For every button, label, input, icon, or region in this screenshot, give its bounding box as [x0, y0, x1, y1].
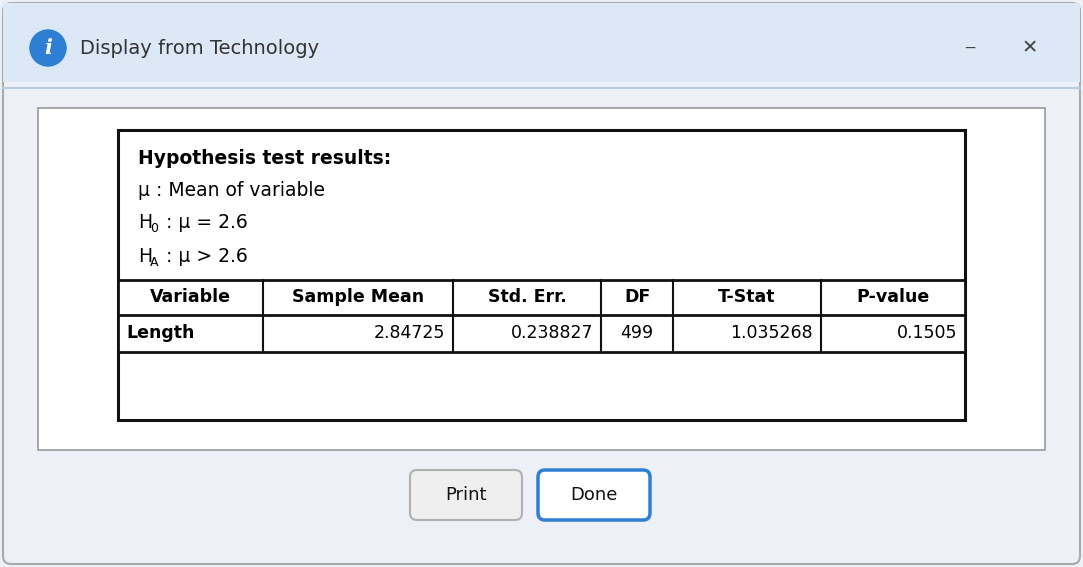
- Text: : μ = 2.6: : μ = 2.6: [160, 213, 248, 231]
- Text: Variable: Variable: [151, 289, 231, 307]
- FancyBboxPatch shape: [3, 3, 1080, 82]
- Bar: [3, 3, 1080, 82]
- Text: μ : Mean of variable: μ : Mean of variable: [138, 181, 325, 201]
- Text: 499: 499: [621, 324, 653, 342]
- Text: H: H: [138, 247, 152, 265]
- Text: ─: ─: [965, 40, 975, 56]
- Text: i: i: [44, 38, 52, 58]
- Text: 0: 0: [151, 222, 158, 235]
- FancyBboxPatch shape: [118, 130, 965, 420]
- Text: Hypothesis test results:: Hypothesis test results:: [138, 149, 391, 167]
- FancyBboxPatch shape: [410, 470, 522, 520]
- Text: DF: DF: [624, 289, 650, 307]
- Text: 0.1505: 0.1505: [897, 324, 957, 342]
- Circle shape: [30, 30, 66, 66]
- Text: Std. Err.: Std. Err.: [487, 289, 566, 307]
- FancyBboxPatch shape: [3, 3, 1080, 564]
- Text: Sample Mean: Sample Mean: [292, 289, 425, 307]
- Text: Display from Technology: Display from Technology: [80, 39, 319, 57]
- Text: 1.035268: 1.035268: [730, 324, 813, 342]
- Text: ✕: ✕: [1022, 39, 1039, 57]
- Text: H: H: [138, 213, 152, 231]
- FancyBboxPatch shape: [38, 108, 1045, 450]
- Text: Length: Length: [126, 324, 194, 342]
- Text: Print: Print: [445, 486, 486, 504]
- Text: 2.84725: 2.84725: [374, 324, 445, 342]
- Text: 0.238827: 0.238827: [510, 324, 593, 342]
- Text: : μ > 2.6: : μ > 2.6: [160, 247, 248, 265]
- FancyBboxPatch shape: [538, 470, 650, 520]
- Text: P-value: P-value: [857, 289, 929, 307]
- Text: Done: Done: [571, 486, 617, 504]
- Text: T-Stat: T-Stat: [718, 289, 775, 307]
- Text: A: A: [151, 256, 158, 269]
- Bar: [118, 280, 965, 352]
